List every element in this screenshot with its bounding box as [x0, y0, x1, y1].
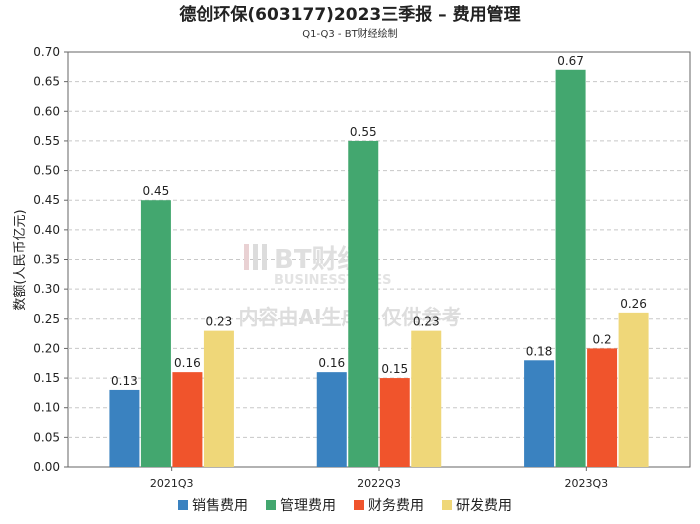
bar-value-label: 0.18 [526, 344, 553, 358]
legend-item-label[interactable]: 财务费用 [368, 498, 424, 514]
bar-value-label: 0.23 [206, 315, 233, 329]
bar-value-label: 0.2 [593, 332, 612, 346]
bar-value-label: 0.16 [318, 356, 345, 370]
chart-subtitle: Q1-Q3 - BT财经绘制 [302, 27, 397, 40]
y-axis-label: 数额(人民币亿元) [13, 209, 28, 310]
watermark-logo-mark [262, 244, 267, 270]
y-tick-label: 0.10 [33, 401, 60, 415]
y-tick-label: 0.50 [33, 164, 60, 178]
legend-swatch[interactable] [266, 500, 276, 510]
y-tick-label: 0.40 [33, 223, 60, 237]
x-tick-label: 2022Q3 [357, 477, 401, 490]
axes: 0.00 0.05 0.10 0.15 0.20 0.25 0.30 0.35 0.40 0.45… [33, 45, 608, 490]
bar [618, 312, 649, 467]
y-tick-label: 0.15 [33, 371, 60, 385]
bar [587, 348, 618, 467]
legend[interactable]: 销售费用 管理费用 财务费用 研发费用 [178, 498, 512, 514]
bar [316, 372, 347, 467]
y-tick-label: 0.30 [33, 282, 60, 296]
legend-item-label[interactable]: 销售费用 [192, 498, 248, 514]
y-tick-label: 0.25 [33, 312, 60, 326]
y-tick-label: 0.60 [33, 104, 60, 118]
bar-value-label: 0.55 [350, 125, 377, 139]
watermark-logo-mark [244, 244, 249, 270]
legend-swatch[interactable] [354, 500, 364, 510]
bar [172, 372, 203, 467]
bar-value-label: 0.45 [143, 184, 170, 198]
x-tick-label: 2021Q3 [150, 477, 194, 490]
y-tick-label: 0.65 [33, 75, 60, 89]
bar [524, 360, 555, 467]
bar-value-label: 0.23 [413, 315, 440, 329]
bars: 0.13 0.45 0.16 0.23 0.16 0.55 0.15 0.23 0.18 0.67… [109, 54, 649, 468]
bar-value-label: 0.13 [111, 374, 138, 388]
y-tick-label: 0.70 [33, 45, 60, 59]
bar [348, 140, 379, 467]
bar-value-label: 0.16 [174, 356, 201, 370]
bar [379, 378, 410, 467]
x-tick-label: 2023Q3 [565, 477, 609, 490]
bar [555, 69, 586, 468]
y-tick-label: 0.00 [33, 460, 60, 474]
bar-value-label: 0.67 [557, 54, 584, 68]
chart-title: 德创环保(603177)2023三季报 – 费用管理 [179, 4, 520, 25]
y-tick-label: 0.35 [33, 253, 60, 267]
y-tick-label: 0.05 [33, 430, 60, 444]
legend-swatch[interactable] [442, 500, 452, 510]
watermark-logo-mark [253, 244, 258, 270]
bar [411, 330, 442, 467]
chart-text: 德创环保(603177)2023三季报 – 费用管理 Q1-Q3 - BT财经绘… [13, 4, 521, 311]
bar-value-label: 0.15 [381, 362, 408, 376]
y-tick-label: 0.45 [33, 193, 60, 207]
grid-lines [68, 81, 690, 438]
legend-swatch[interactable] [178, 500, 188, 510]
y-tick-label: 0.20 [33, 341, 60, 355]
bar [203, 330, 234, 467]
legend-item-label[interactable]: 管理费用 [280, 498, 336, 514]
legend-item-label[interactable]: 研发费用 [456, 498, 512, 514]
bar [140, 200, 171, 467]
bar-value-label: 0.26 [620, 297, 647, 311]
bar [109, 389, 140, 467]
y-tick-label: 0.55 [33, 134, 60, 148]
